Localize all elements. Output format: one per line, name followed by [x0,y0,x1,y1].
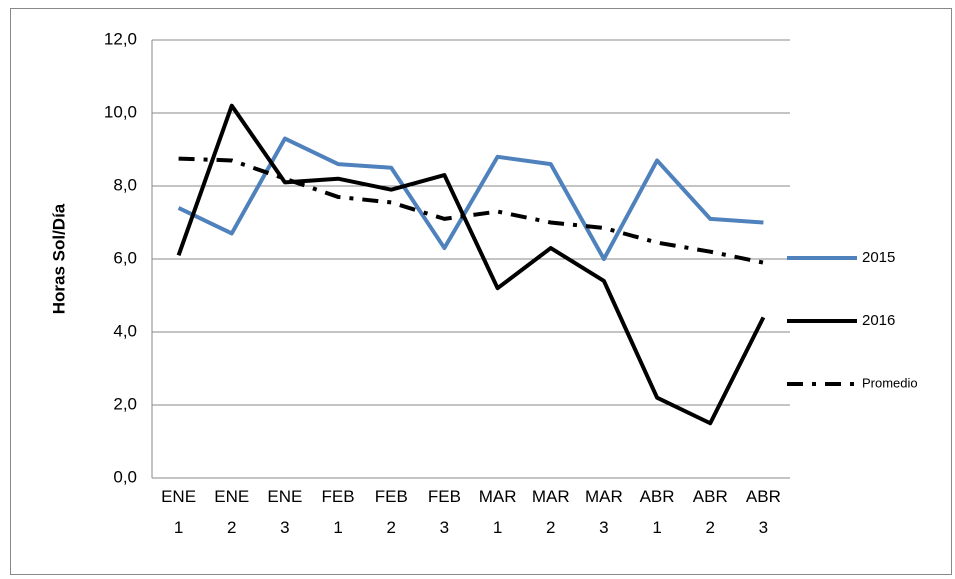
x-tick-label: MAR 2 [532,487,570,537]
series-line [178,156,764,265]
y-tick-label: 10,0 [104,102,137,121]
y-tick-label: 2,0 [113,394,137,413]
x-tick-label-line: FEB [322,487,355,506]
legend-label: 2016 [862,312,895,329]
x-tick-label-line: 2 [387,518,396,537]
x-tick-label: ENE 2 [214,487,249,537]
x-tick-label-line: FEB [375,487,408,506]
x-tick-label: FEB 3 [428,487,461,537]
x-tick-label: FEB 2 [375,487,408,537]
y-axis-title: Horas Sol/Día [49,203,68,314]
y-tick-label: 6,0 [113,248,137,267]
x-tick-label-line: 2 [227,518,236,537]
x-tick-label: ABR 1 [640,487,675,537]
y-tick-label: 8,0 [113,175,137,194]
x-tick-label-line: 2 [546,518,555,537]
x-tick-label-line: 2 [706,518,715,537]
x-tick-label: ENE 3 [267,487,302,537]
chart-border [10,8,952,575]
x-tick-label-line: MAR [479,487,517,506]
series-line [177,136,764,261]
x-tick-label-line: ABR [640,487,675,506]
x-tick-label-line: MAR [532,487,570,506]
x-tick-label-line: 3 [280,518,289,537]
x-tick-label-line: ABR [693,487,728,506]
x-tick-label-line: FEB [428,487,461,506]
x-tick-label: MAR 3 [585,487,623,537]
x-tick-label-line: 3 [759,518,768,537]
y-tick-label: 0,0 [113,467,137,486]
x-tick-label: ABR 3 [746,487,781,537]
y-tick-label: 4,0 [113,321,137,340]
legend-label: Promedio [862,375,918,390]
series-line [176,103,766,426]
x-tick-label-line: ENE [214,487,249,506]
x-tick-label-line: ENE [161,487,196,506]
y-tick-label: 12,0 [104,29,137,48]
x-tick-label: ENE 1 [161,487,196,537]
x-tick-label-line: 3 [440,518,449,537]
x-tick-label-line: ENE [267,487,302,506]
x-tick-label-line: 1 [652,518,661,537]
x-tick-label-line: 1 [333,518,342,537]
x-tick-label-line: 1 [493,518,502,537]
x-tick-label: MAR 1 [479,487,517,537]
legend-label: 2015 [862,249,895,266]
x-tick-label-line: 1 [174,518,183,537]
x-tick-label: ABR 2 [693,487,728,537]
x-tick-label-line: 3 [599,518,608,537]
x-tick-label: FEB 1 [322,487,355,537]
x-tick-label-line: MAR [585,487,623,506]
x-tick-label-line: ABR [746,487,781,506]
